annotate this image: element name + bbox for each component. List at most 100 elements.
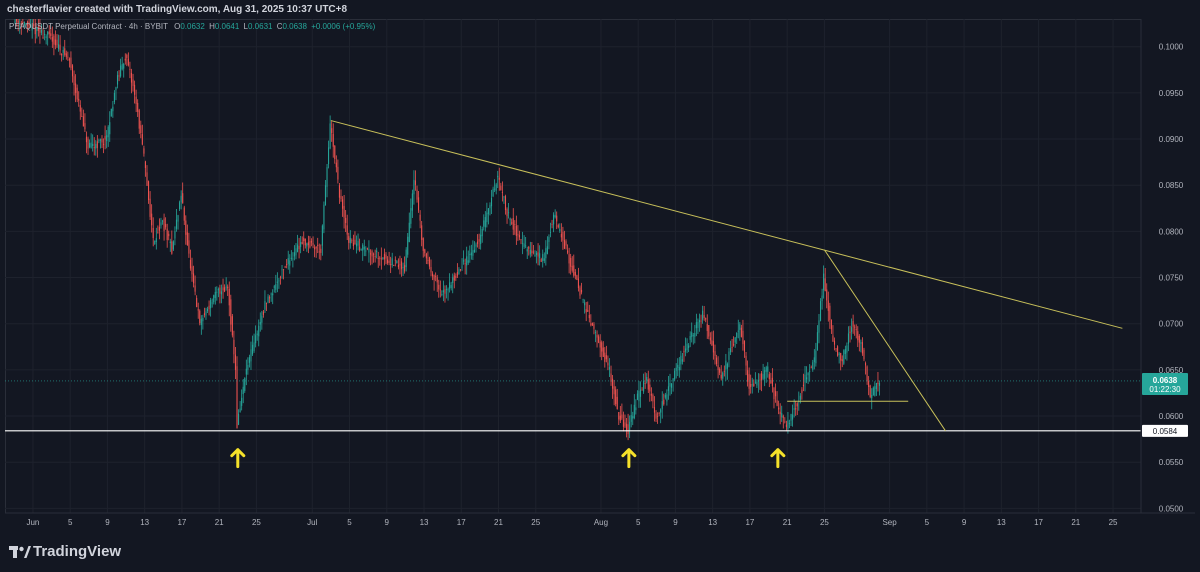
candle-body xyxy=(700,320,702,322)
candle-body xyxy=(26,21,29,26)
candle-body xyxy=(92,143,94,147)
candle-body xyxy=(646,377,648,381)
candle-body xyxy=(680,355,682,365)
candle-body xyxy=(683,350,685,353)
candle-body xyxy=(653,407,656,413)
candle-body xyxy=(736,332,738,338)
candle-body xyxy=(419,214,421,221)
candle-body xyxy=(725,360,727,370)
candle-body xyxy=(705,318,707,320)
candle-body xyxy=(281,269,283,271)
grid xyxy=(5,19,1141,513)
candle-body xyxy=(480,234,482,245)
candle-body xyxy=(424,249,426,254)
candle-body xyxy=(647,379,649,390)
candle-body xyxy=(188,240,190,254)
candle-body xyxy=(743,340,746,352)
candle-body xyxy=(508,212,510,214)
candle-body xyxy=(230,299,232,325)
candle-body xyxy=(525,245,527,247)
candle-body xyxy=(734,337,736,343)
candle-body xyxy=(25,23,27,24)
candle-body xyxy=(248,357,250,363)
candle-body xyxy=(492,188,494,197)
candle-body xyxy=(799,395,801,400)
candle-body xyxy=(106,135,108,141)
candle-body xyxy=(840,353,842,361)
candle-body xyxy=(113,92,115,103)
candle-body xyxy=(163,218,165,231)
legend-high-value: 0.0641 xyxy=(215,22,240,31)
candle-body xyxy=(455,275,457,278)
price-tick-label: 0.0750 xyxy=(1159,274,1184,283)
candle-body xyxy=(103,144,105,145)
candle-body xyxy=(804,374,806,383)
candle-body xyxy=(172,241,174,250)
candle-body xyxy=(307,242,309,246)
candle-countdown: 01:22:30 xyxy=(1149,385,1181,394)
time-axis-background xyxy=(5,513,1195,533)
candle-body xyxy=(214,291,216,299)
current-price-value: 0.0638 xyxy=(1153,376,1178,385)
candle-body xyxy=(868,381,870,388)
candle-body xyxy=(351,240,353,242)
candle-body xyxy=(773,387,775,400)
tradingview-brand[interactable]: TradingView xyxy=(33,543,122,560)
price-chart[interactable]: 0.1000 0.0950 0.0900 0.0850 0.0800 0.0750 0.07… xyxy=(5,19,1195,533)
candle-body xyxy=(383,253,385,260)
candle-body xyxy=(520,239,522,241)
candle-body xyxy=(175,219,178,229)
candle-body xyxy=(202,317,204,322)
candle-body xyxy=(247,364,249,370)
candle-body xyxy=(385,254,387,259)
candle-body xyxy=(587,310,589,312)
candle-body xyxy=(84,123,86,130)
time-axis[interactable]: Jun 5 9 13 17 21 25 Jul 5 9 13 17 21 25 Aug 5 9 13 17 21 25 S… xyxy=(26,518,1118,527)
candle-body xyxy=(180,195,182,203)
candle-body xyxy=(593,324,595,329)
candle-body xyxy=(295,248,297,256)
candle-body xyxy=(625,423,628,432)
candle-body xyxy=(211,302,213,304)
candle-body xyxy=(560,233,562,238)
price-axis[interactable]: 0.1000 0.0950 0.0900 0.0850 0.0800 0.0750 0.07… xyxy=(1159,43,1184,514)
time-tick-label: 9 xyxy=(385,518,390,527)
candle-body xyxy=(132,79,134,86)
candle-body xyxy=(503,196,505,198)
time-tick-label: Jul xyxy=(307,518,317,527)
candle-body xyxy=(365,250,367,252)
candle-body xyxy=(726,363,728,369)
candle-body xyxy=(514,223,516,225)
candle-body xyxy=(44,33,46,35)
candle-body xyxy=(197,309,199,311)
candle-body xyxy=(878,383,881,386)
candle-body xyxy=(639,389,642,397)
creator-caption: chesterflavier created with TradingView.… xyxy=(7,4,348,15)
candle-body xyxy=(517,234,519,236)
candle-body xyxy=(428,257,430,267)
candle-body xyxy=(116,75,119,85)
candle-body xyxy=(522,242,524,244)
candle-body xyxy=(329,123,331,149)
tradingview-logo-icon[interactable] xyxy=(9,545,31,559)
candle-body xyxy=(404,265,406,272)
candle-body xyxy=(70,57,72,68)
candle-body xyxy=(65,53,67,57)
candle-body xyxy=(374,255,376,257)
candle-body xyxy=(608,367,611,370)
candle-body xyxy=(728,351,730,360)
candle-body xyxy=(296,244,299,252)
candle-body xyxy=(157,232,159,234)
candle-body xyxy=(346,225,348,235)
candle-body xyxy=(854,326,856,328)
candle-body xyxy=(855,329,857,330)
candle-body xyxy=(186,232,188,246)
candle-body xyxy=(410,208,412,224)
candle-body xyxy=(495,184,497,191)
candle-body xyxy=(549,232,552,233)
candle-body xyxy=(702,310,704,320)
price-tick-label: 0.0850 xyxy=(1159,181,1184,190)
candle-body xyxy=(332,133,334,147)
candle-body xyxy=(418,197,420,211)
